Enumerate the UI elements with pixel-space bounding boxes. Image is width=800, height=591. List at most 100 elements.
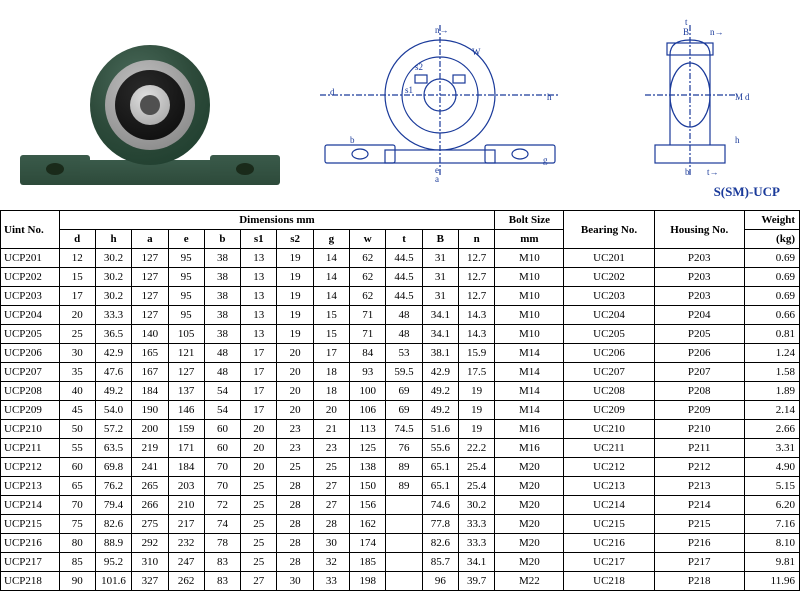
cell: M10 — [495, 268, 564, 287]
cell: 19 — [277, 306, 313, 325]
cell: 185 — [350, 553, 386, 572]
cell: 167 — [132, 363, 168, 382]
cell: 14.3 — [459, 306, 495, 325]
cell: 19 — [459, 401, 495, 420]
cell: 156 — [350, 496, 386, 515]
cell: P203 — [654, 268, 744, 287]
cell: 85.7 — [422, 553, 458, 572]
cell: 31 — [422, 287, 458, 306]
cell: 7.16 — [744, 515, 799, 534]
cell: UCP212 — [1, 458, 60, 477]
cell: 95 — [168, 306, 204, 325]
cell: UCP205 — [1, 325, 60, 344]
cell: 60 — [204, 439, 240, 458]
cell: 42.9 — [95, 344, 131, 363]
cell: UC203 — [564, 287, 654, 306]
cell: P203 — [654, 287, 744, 306]
cell: 34.1 — [459, 553, 495, 572]
table-row: UCP2042033.31279538131915714834.114.3M10… — [1, 306, 800, 325]
cell: 15 — [59, 268, 95, 287]
cell: 190 — [132, 401, 168, 420]
cell: 78 — [204, 534, 240, 553]
cell: M20 — [495, 534, 564, 553]
cell: 20 — [277, 382, 313, 401]
cell: 219 — [132, 439, 168, 458]
cell: 40 — [59, 382, 95, 401]
cell: 140 — [132, 325, 168, 344]
cell: 127 — [132, 287, 168, 306]
header-dim-b: b — [204, 230, 240, 249]
cell: 2.14 — [744, 401, 799, 420]
cell: 54 — [204, 401, 240, 420]
cell: P217 — [654, 553, 744, 572]
header-bolt-unit: mm — [495, 230, 564, 249]
cell: 13 — [241, 268, 277, 287]
cell: 13 — [241, 306, 277, 325]
cell: P204 — [654, 306, 744, 325]
cell: 20 — [277, 344, 313, 363]
cell: UC214 — [564, 496, 654, 515]
cell: UCP209 — [1, 401, 60, 420]
cell: 0.69 — [744, 268, 799, 287]
cell: 27 — [241, 572, 277, 591]
cell: 15 — [313, 325, 349, 344]
cell: 90 — [59, 572, 95, 591]
cell: 70 — [204, 477, 240, 496]
svg-text:b: b — [685, 167, 690, 177]
cell: 20 — [277, 401, 313, 420]
cell: 165 — [132, 344, 168, 363]
cell: P215 — [654, 515, 744, 534]
svg-text:s1: s1 — [405, 85, 413, 95]
cell: 28 — [277, 477, 313, 496]
cell: 19 — [277, 287, 313, 306]
cell: P206 — [654, 344, 744, 363]
cell: UCP215 — [1, 515, 60, 534]
header-dim-s2: s2 — [277, 230, 313, 249]
cell: 59.5 — [386, 363, 422, 382]
cell: 38 — [204, 306, 240, 325]
cell: 28 — [313, 515, 349, 534]
cell: 82.6 — [95, 515, 131, 534]
svg-text:h: h — [735, 135, 740, 145]
cell: UC215 — [564, 515, 654, 534]
cell: 47.6 — [95, 363, 131, 382]
cell: 33 — [313, 572, 349, 591]
cell: M20 — [495, 553, 564, 572]
cell: 48 — [386, 325, 422, 344]
cell: 38 — [204, 268, 240, 287]
cell: 6.20 — [744, 496, 799, 515]
header-unit: Uint No. — [1, 211, 60, 249]
header-dim-d: d — [59, 230, 95, 249]
cell: 162 — [350, 515, 386, 534]
svg-text:d: d — [745, 92, 750, 102]
cell: 232 — [168, 534, 204, 553]
svg-text:g: g — [543, 155, 548, 165]
cell: 100 — [350, 382, 386, 401]
cell: 71 — [350, 325, 386, 344]
cell: 247 — [168, 553, 204, 572]
cell: 25 — [241, 477, 277, 496]
svg-text:h: h — [547, 92, 552, 102]
header-dim-e: e — [168, 230, 204, 249]
cell: P209 — [654, 401, 744, 420]
cell: 65.1 — [422, 477, 458, 496]
cell: 76 — [386, 439, 422, 458]
cell: 20 — [241, 420, 277, 439]
cell: 38 — [204, 325, 240, 344]
cell: P213 — [654, 477, 744, 496]
cell: UCP218 — [1, 572, 60, 591]
cell: 70 — [204, 458, 240, 477]
cell: 113 — [350, 420, 386, 439]
cell: 48 — [204, 363, 240, 382]
cell: 171 — [168, 439, 204, 458]
cell: 69 — [386, 401, 422, 420]
cell: 25 — [241, 553, 277, 572]
cell: 62 — [350, 249, 386, 268]
cell: 83 — [204, 553, 240, 572]
cell: 93 — [350, 363, 386, 382]
header-dimensions: Dimensions mm — [59, 211, 495, 230]
header-dim-n: n — [459, 230, 495, 249]
cell: M14 — [495, 382, 564, 401]
table-row: UCP2157582.62752177425282816277.833.3M20… — [1, 515, 800, 534]
cell: 127 — [168, 363, 204, 382]
